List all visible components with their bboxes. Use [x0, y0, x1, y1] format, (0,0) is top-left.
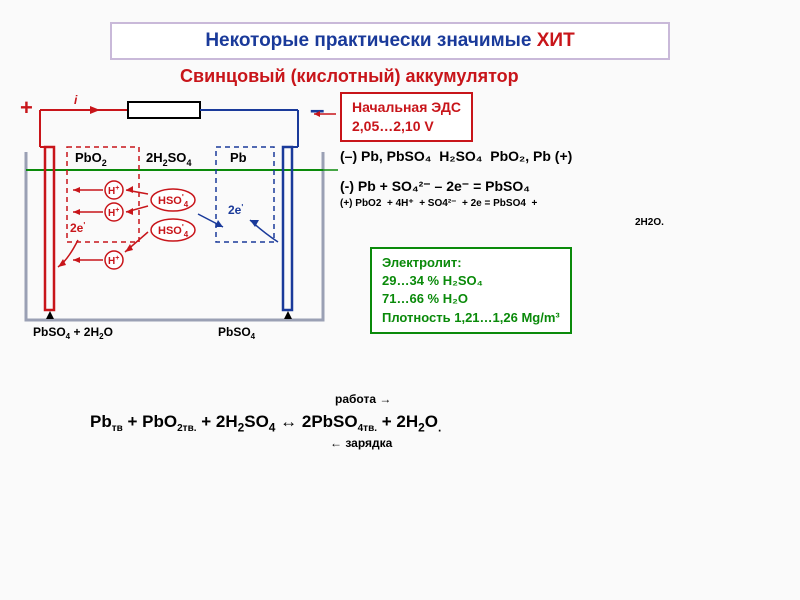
pbo2-label: PbO2 — [75, 150, 107, 168]
elyte-l4: Плотность 1,21…1,26 Mg/m³ — [382, 309, 560, 327]
h2so4-label: 2H2SO4 — [146, 150, 191, 168]
elyte-l1: Электролит: — [382, 254, 560, 272]
cathode-reaction: (+) PbO2 + 4H⁺ + SO4²⁻ + 2e = PbSO4 + — [340, 198, 537, 209]
subtitle: Свинцовый (кислотный) аккумулятор — [180, 66, 519, 87]
overall-reaction: Pbтв + PbO2тв. + 2H2SO4 ↔ 2PbSO4тв. + 2H… — [90, 412, 441, 434]
title-red: ХИТ — [537, 30, 575, 51]
elyte-l2: 29…34 % H₂SO₄ — [382, 272, 560, 290]
cell-notation: (–) Pb, PbSO₄ H₂SO₄ PbO₂, Pb (+) — [340, 148, 572, 164]
title-text: Некоторые практически значимые ХИТ — [205, 30, 574, 51]
pb-label: Pb — [230, 150, 247, 165]
elyte-l3: 71…66 % H₂O — [382, 290, 560, 308]
left-product: PbSO4 + 2H2O — [33, 325, 113, 341]
e2-blue: 2e' — [228, 203, 243, 217]
emf-box: Начальная ЭДС 2,05…2,10 V — [340, 92, 473, 142]
electrolyte-box: Электролит: 29…34 % H₂SO₄ 71…66 % H₂O Пл… — [370, 247, 572, 334]
battery-diagram: i PbO2 Pb 2H2SO4 HSO'4 HSO'4 — [18, 92, 338, 352]
emf-line2: 2,05…2,10 V — [352, 117, 461, 136]
e2-red: 2e' — [70, 221, 85, 235]
cathode-reaction-cont: 2H2O. — [635, 217, 664, 228]
canvas: Некоторые практически значимые ХИТ Свинц… — [0, 0, 800, 600]
anode-reaction: (-) Pb + SO₄²⁻ – 2e⁻ = PbSO₄ — [340, 178, 530, 195]
title-blue: Некоторые практически значимые — [205, 30, 536, 51]
title-box: Некоторые практически значимые ХИТ — [110, 22, 670, 60]
charge-arrow: ← зарядка — [330, 436, 392, 450]
emf-line1: Начальная ЭДС — [352, 98, 461, 117]
current-i: i — [74, 93, 78, 107]
work-arrow: работа → — [335, 392, 391, 406]
right-product: PbSO4 — [218, 325, 256, 341]
